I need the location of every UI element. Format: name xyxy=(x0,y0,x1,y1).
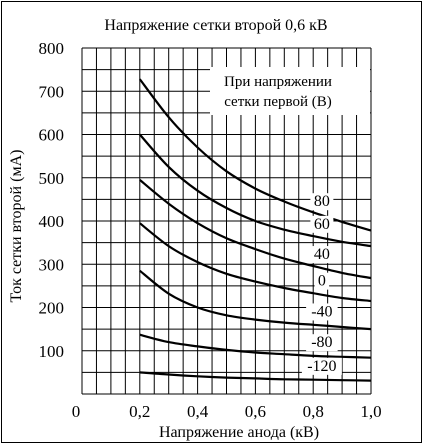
chart-title: Напряжение сетки второй 0,6 кВ xyxy=(104,17,327,34)
series-label-bg xyxy=(314,272,330,290)
series-line xyxy=(139,269,372,331)
y-tick-label: 800 xyxy=(39,39,65,58)
series-label: 80 xyxy=(314,193,330,210)
x-tick-label: 0,8 xyxy=(303,402,324,421)
legend-title-line1: При напряжении xyxy=(224,74,332,90)
series-label-bg xyxy=(310,215,334,233)
y-tick-label: 300 xyxy=(39,255,65,274)
series-line xyxy=(139,333,372,359)
legend-box xyxy=(210,67,370,115)
y-tick-labels: 100 200 300 400 500 600 700 800 xyxy=(39,39,65,361)
series-label-bg xyxy=(301,357,342,375)
series-line xyxy=(139,179,372,280)
x-tick-label: 1,0 xyxy=(360,402,381,421)
series-label: 40 xyxy=(314,246,330,263)
series-line xyxy=(138,78,372,232)
y-tick-label: 600 xyxy=(39,126,65,145)
y-tick-label: 400 xyxy=(39,212,65,231)
series-line xyxy=(139,371,372,382)
series-line xyxy=(138,133,372,248)
y-tick-label: 700 xyxy=(39,82,65,101)
series-label: 0 xyxy=(318,273,326,290)
series-label: -120 xyxy=(307,358,336,375)
y-axis-label: Ток сетки второй (мА) xyxy=(8,150,25,303)
series-label-bg xyxy=(306,303,338,321)
series-curves xyxy=(138,78,372,382)
x-tick-label: 0 xyxy=(72,402,81,421)
series-line xyxy=(139,222,372,303)
series-label-bg xyxy=(310,193,334,211)
series-label-bg xyxy=(306,334,338,352)
y-tick-label: 200 xyxy=(39,299,65,318)
legend-title-line2: сетки первой (В) xyxy=(224,94,332,110)
x-tick-labels: 0 0,2 0,4 0,6 0,8 1,0 xyxy=(72,402,382,421)
series-labels: 80 60 40 0 -40 -80 -120 xyxy=(301,193,342,375)
series-label: -80 xyxy=(311,334,332,351)
y-tick-label: 500 xyxy=(39,169,65,188)
y-tick-label: 100 xyxy=(39,342,65,361)
series-label-bg xyxy=(310,246,334,264)
x-tick-label: 0,2 xyxy=(129,402,150,421)
series-label: 60 xyxy=(314,216,330,233)
x-axis-label: Напряжение анода (кВ) xyxy=(159,424,319,441)
series-label: -40 xyxy=(311,303,332,320)
x-tick-label: 0,4 xyxy=(187,402,209,421)
x-tick-label: 0,6 xyxy=(245,402,266,421)
